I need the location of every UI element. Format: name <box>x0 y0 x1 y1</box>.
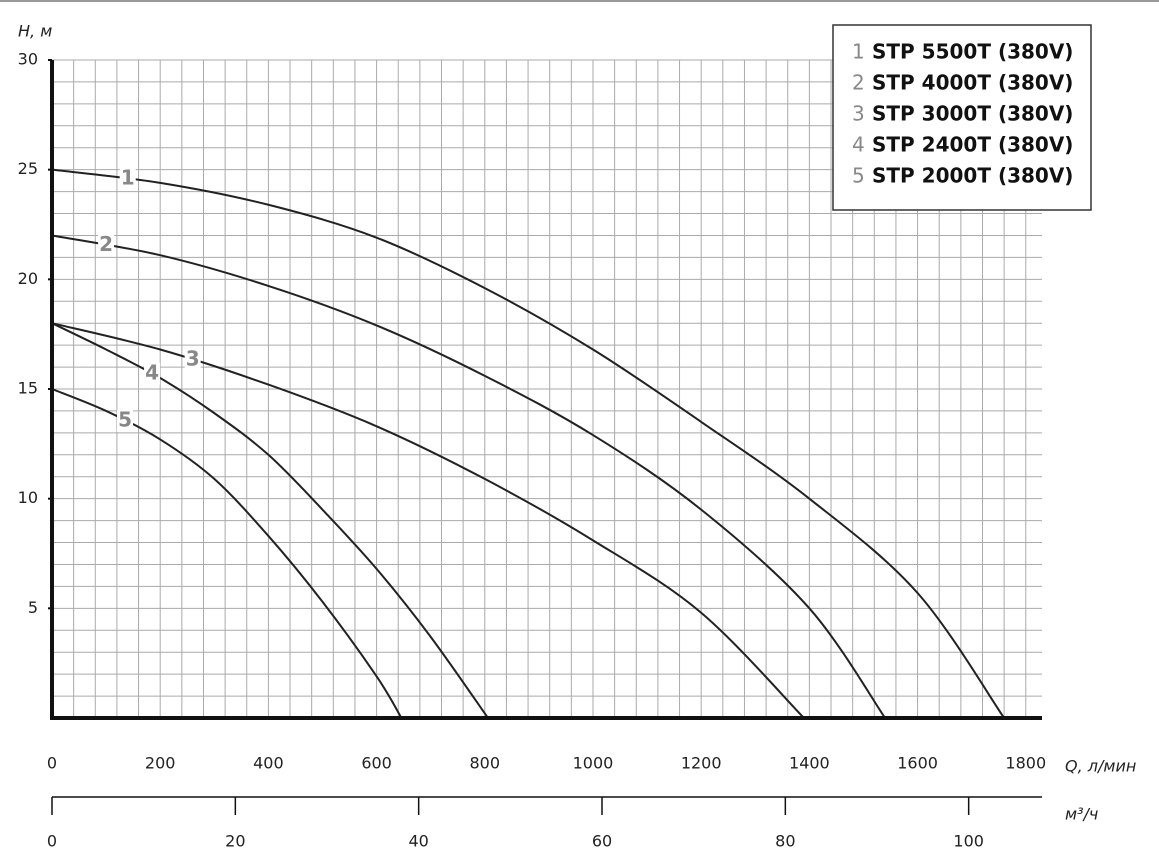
legend-number: 2 <box>852 71 865 95</box>
pump-curve <box>51 388 403 719</box>
x2-axis-label: м³/ч <box>1065 805 1098 824</box>
curve-label: 5 <box>118 407 132 431</box>
legend-box <box>832 24 1092 211</box>
pump-curve <box>51 322 489 719</box>
x2-tick-label: 60 <box>592 832 612 851</box>
curve-label-bg <box>119 167 136 190</box>
x-tick-label: 1600 <box>897 754 938 773</box>
curve-label-bg <box>184 349 201 372</box>
legend-number: 1 <box>852 40 865 64</box>
y-tick-label: 25 <box>18 159 38 178</box>
y-tick-label: 15 <box>18 379 38 398</box>
curve-label: 2 <box>99 232 113 256</box>
x-tick-label: 1800 <box>1005 754 1046 773</box>
x-axis-label: Q, л/мин <box>1065 757 1136 776</box>
x2-tick-label: 40 <box>408 832 428 851</box>
curve-label: 4 <box>145 360 159 384</box>
y-tick-label: 20 <box>18 269 38 288</box>
legend-name: STP 3000T (380V) <box>872 102 1073 126</box>
pump-curve <box>51 234 886 719</box>
legend-number: 3 <box>852 102 865 126</box>
grid <box>51 59 1042 719</box>
y-tick-label: 10 <box>18 488 38 507</box>
legend-number: 4 <box>852 133 865 157</box>
legend-number: 5 <box>852 164 865 188</box>
x2-tick-label: 20 <box>225 832 245 851</box>
legend-name: STP 4000T (380V) <box>872 71 1073 95</box>
curve-label-bg <box>98 234 115 257</box>
x-tick-label: 1400 <box>789 754 830 773</box>
curve-label-bg <box>117 409 134 432</box>
x-tick-label: 0 <box>47 754 57 773</box>
legend-name: STP 5500T (380V) <box>872 40 1073 64</box>
x-tick-label: 1000 <box>573 754 614 773</box>
x-tick-label: 400 <box>253 754 284 773</box>
x2-tick-label: 100 <box>953 832 984 851</box>
x-tick-label: 200 <box>145 754 176 773</box>
curve-label: 3 <box>186 347 200 371</box>
y-axis-label: H, м <box>18 22 52 41</box>
pump-curve <box>51 322 805 719</box>
y-tick-label: 5 <box>28 598 38 617</box>
x-tick-label: 800 <box>470 754 501 773</box>
x2-tick-label: 80 <box>775 832 795 851</box>
curve-label-bg <box>144 362 161 385</box>
y-tick-label: 30 <box>18 50 38 69</box>
x-tick-label: 1200 <box>681 754 722 773</box>
x-tick-label: 600 <box>361 754 392 773</box>
legend-name: STP 2400T (380V) <box>872 133 1073 157</box>
pump-curve <box>51 168 1005 719</box>
curve-label: 1 <box>121 165 135 189</box>
x2-tick-label: 0 <box>47 832 57 851</box>
legend: 1 STP 5500T (380V) 2 STP 4000T (380V) 3 STP 3… <box>852 40 1073 188</box>
legend-name: STP 2000T (380V) <box>872 164 1073 188</box>
